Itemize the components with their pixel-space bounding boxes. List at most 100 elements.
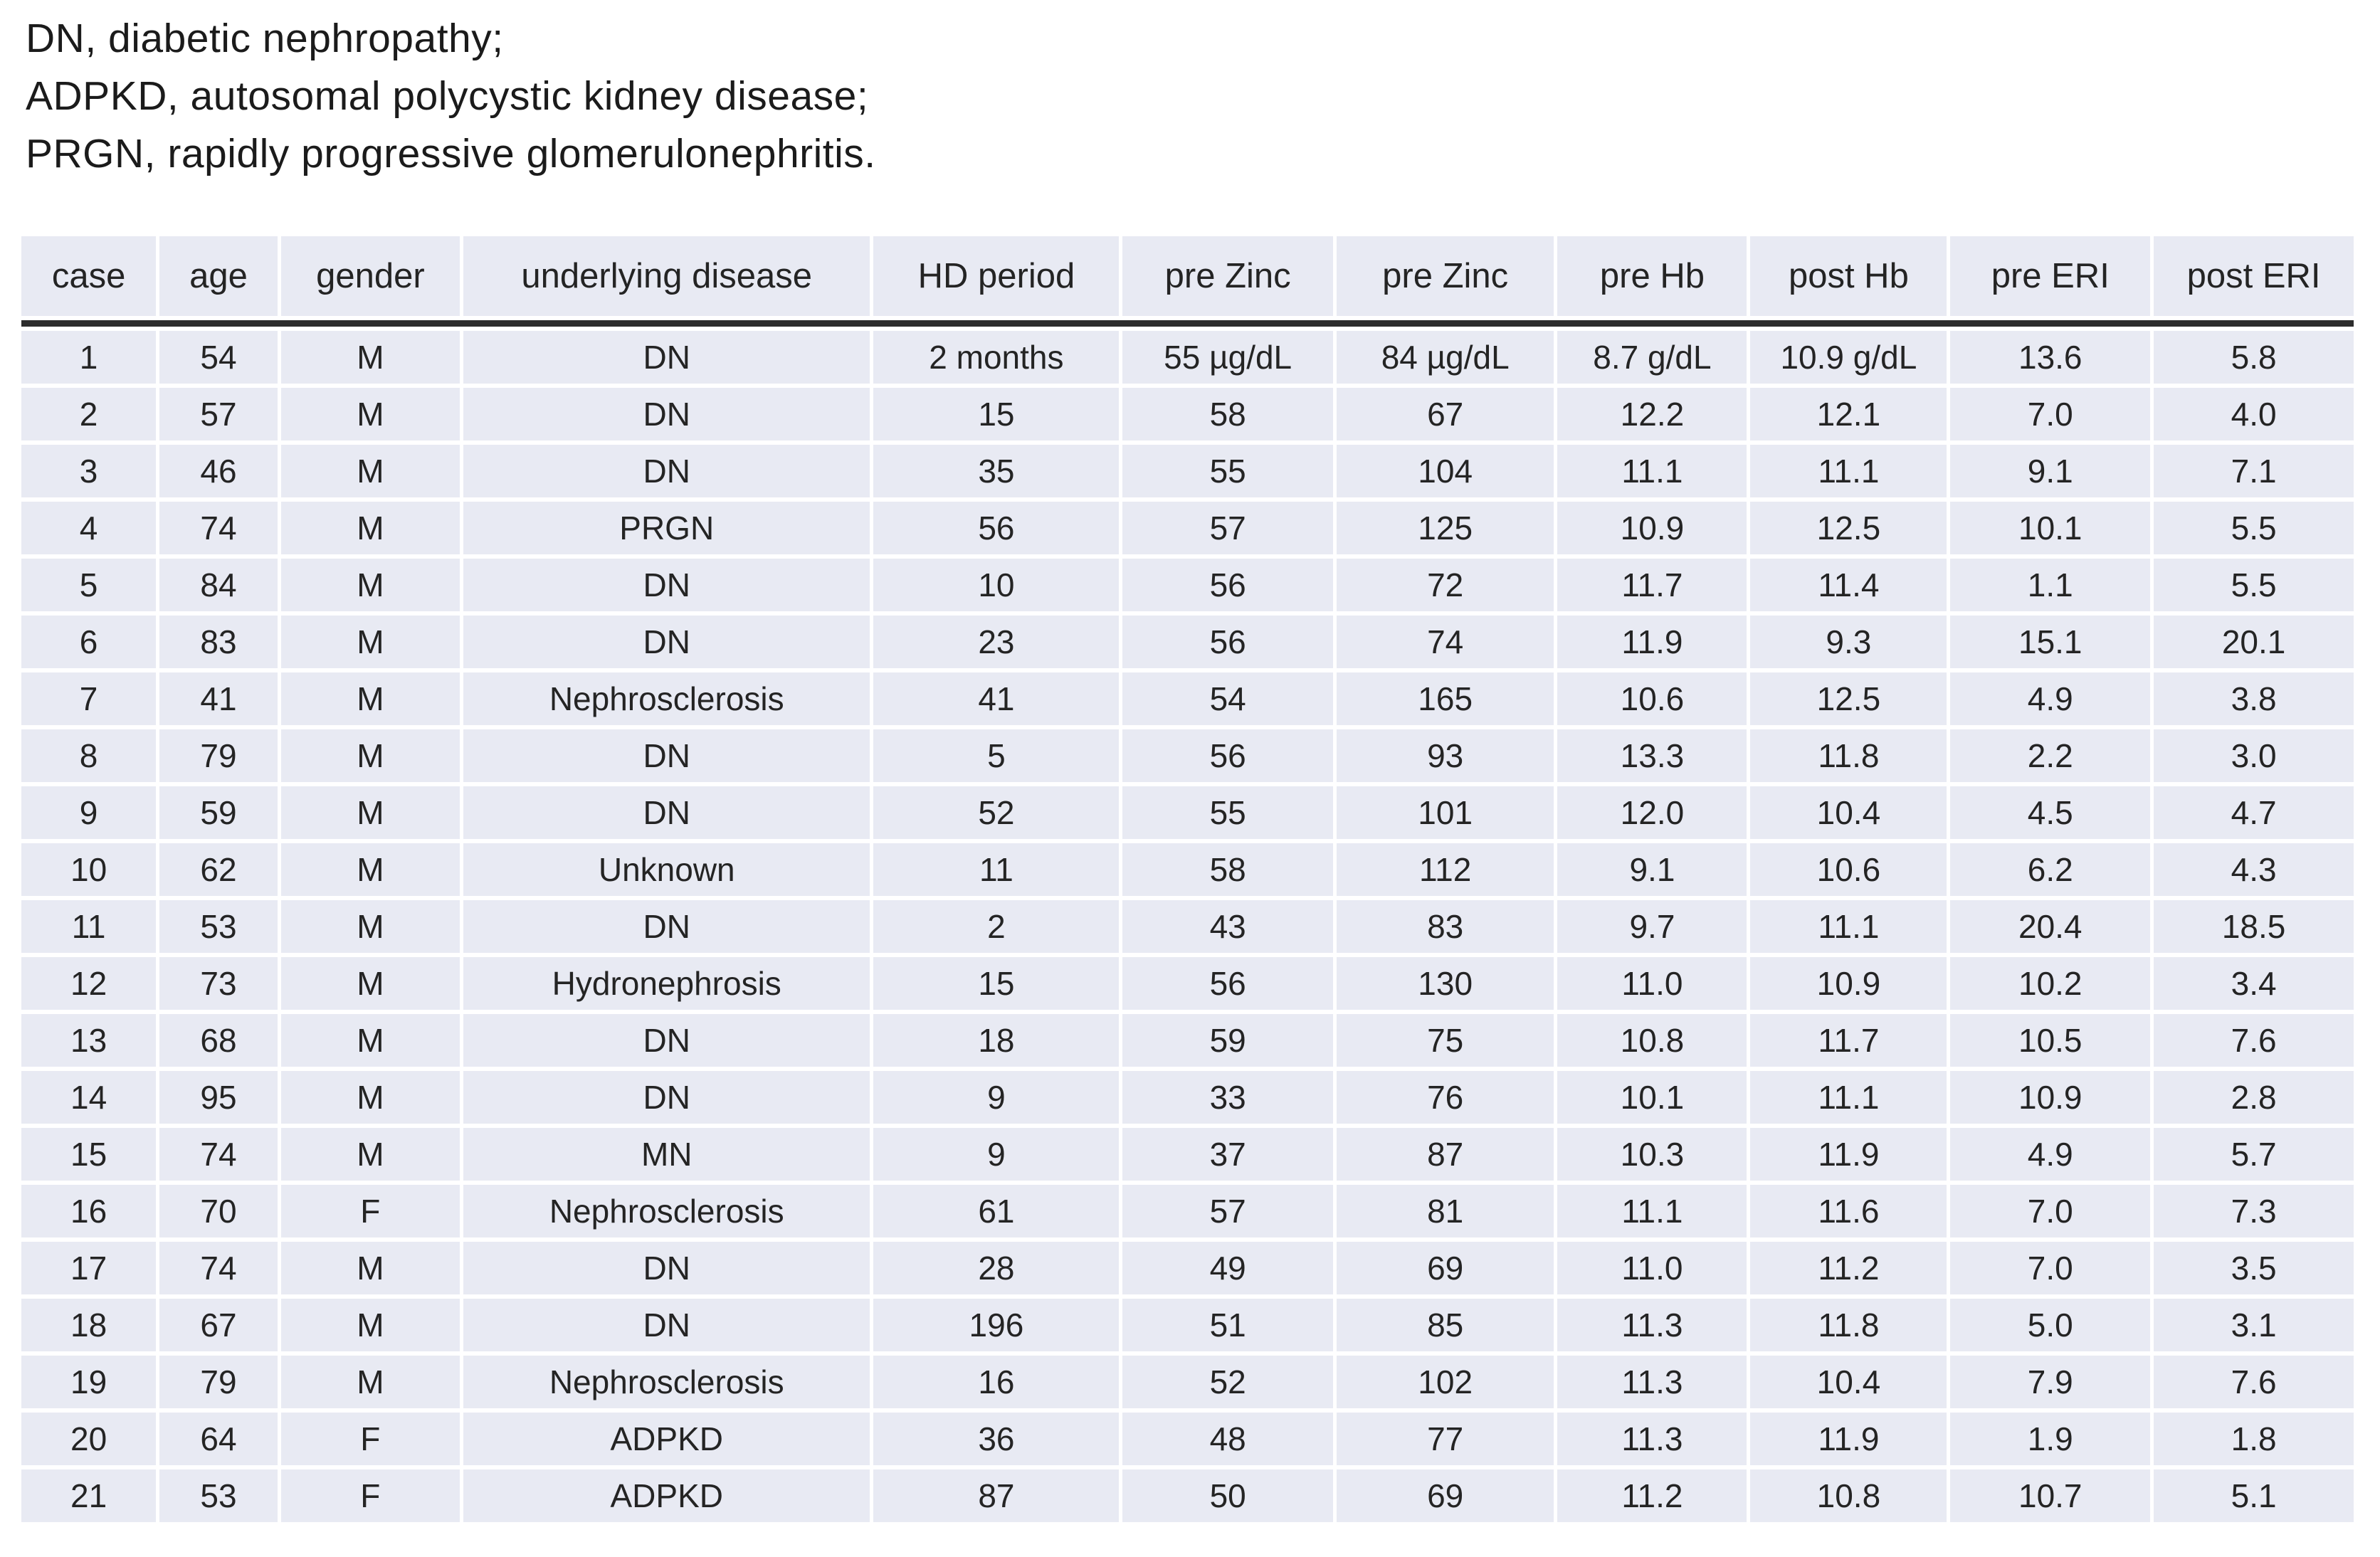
table-cell: 10.2 xyxy=(1950,957,2151,1010)
table-cell: 37 xyxy=(1122,1128,1333,1181)
table-cell: DN xyxy=(463,1014,870,1067)
table-cell: ADPKD xyxy=(463,1413,870,1465)
table-cell: 67 xyxy=(159,1299,278,1351)
table-cell: 56 xyxy=(1122,616,1333,668)
table-cell: 15.1 xyxy=(1950,616,2151,668)
table-cell: Unknown xyxy=(463,843,870,896)
table-cell: 11.2 xyxy=(1750,1242,1947,1294)
column-header: case xyxy=(21,236,157,316)
table-cell: 84 µg/dL xyxy=(1336,331,1554,384)
table-cell: DN xyxy=(463,1071,870,1124)
table-cell: M xyxy=(280,1128,460,1181)
table-cell: 7.3 xyxy=(2154,1185,2354,1237)
table-cell: 13 xyxy=(21,1014,157,1067)
table-cell: 93 xyxy=(1336,729,1554,782)
table-cell: DN xyxy=(463,331,870,384)
table-cell: 62 xyxy=(159,843,278,896)
table-cell: 5.1 xyxy=(2154,1469,2354,1522)
table-cell: 68 xyxy=(159,1014,278,1067)
table-cell: 11.4 xyxy=(1750,559,1947,611)
table-cell: 87 xyxy=(873,1469,1120,1522)
patients-table: case age gender underlying disease HD period… xyxy=(21,236,2354,1522)
table-cell: 5.0 xyxy=(1950,1299,2151,1351)
table-cell: 70 xyxy=(159,1185,278,1237)
table-cell: 4.3 xyxy=(2154,843,2354,896)
table-cell: PRGN xyxy=(463,502,870,554)
table-cell: 10.9 xyxy=(1950,1071,2151,1124)
table-cell: 10.5 xyxy=(1950,1014,2151,1067)
column-header: pre Hb xyxy=(1557,236,1747,316)
table-cell: 9.1 xyxy=(1950,445,2151,497)
table-cell: 57 xyxy=(159,388,278,440)
table-cell: 95 xyxy=(159,1071,278,1124)
table-cell: 18.5 xyxy=(2154,900,2354,953)
table-cell: 7.1 xyxy=(2154,445,2354,497)
table-cell: 11 xyxy=(21,900,157,953)
table-cell: 57 xyxy=(1122,502,1333,554)
column-header: underlying disease xyxy=(463,236,870,316)
table-cell: 77 xyxy=(1336,1413,1554,1465)
table-cell: M xyxy=(280,331,460,384)
table-cell: 84 xyxy=(159,559,278,611)
table-cell: 54 xyxy=(159,331,278,384)
table-cell: 4.5 xyxy=(1950,786,2151,839)
table-cell: 2.2 xyxy=(1950,729,2151,782)
table-cell: 10.7 xyxy=(1950,1469,2151,1522)
table-cell: DN xyxy=(463,900,870,953)
table-cell: 18 xyxy=(21,1299,157,1351)
table-cell: 20.4 xyxy=(1950,900,2151,953)
table-cell: 11.3 xyxy=(1557,1356,1747,1408)
table-cell: 16 xyxy=(873,1356,1120,1408)
table-cell: 9 xyxy=(873,1071,1120,1124)
table-cell: 41 xyxy=(873,672,1120,725)
table-cell: 5.7 xyxy=(2154,1128,2354,1181)
table-cell: 59 xyxy=(1122,1014,1333,1067)
table-cell: 10.8 xyxy=(1750,1469,1947,1522)
table-cell: 74 xyxy=(1336,616,1554,668)
table-cell: 104 xyxy=(1336,445,1554,497)
table-cell: 11.1 xyxy=(1750,900,1947,953)
table-cell: 46 xyxy=(159,445,278,497)
table-cell: 102 xyxy=(1336,1356,1554,1408)
note-line-adpkd: ADPKD, autosomal polycystic kidney disea… xyxy=(26,73,869,119)
table-cell: 165 xyxy=(1336,672,1554,725)
table-cell: 11.0 xyxy=(1557,1242,1747,1294)
table-cell: M xyxy=(280,445,460,497)
table-cell: 11.9 xyxy=(1750,1413,1947,1465)
table-cell: 5 xyxy=(21,559,157,611)
table-cell: 48 xyxy=(1122,1413,1333,1465)
table-cell: F xyxy=(280,1185,460,1237)
table-cell: DN xyxy=(463,388,870,440)
table-cell: 2 months xyxy=(873,331,1120,384)
table-cell: 83 xyxy=(159,616,278,668)
note-line-prgn: PRGN, rapidly progressive glomerulonephr… xyxy=(26,130,876,176)
table-cell: 13.6 xyxy=(1950,331,2151,384)
table-cell: 56 xyxy=(873,502,1120,554)
table-cell: 50 xyxy=(1122,1469,1333,1522)
table-cell: 14 xyxy=(21,1071,157,1124)
table-cell: 5.5 xyxy=(2154,502,2354,554)
table-cell: 9 xyxy=(21,786,157,839)
abbreviation-notes: DN, diabetic nephropathy; ADPKD, autosom… xyxy=(26,10,876,183)
table-cell: 35 xyxy=(873,445,1120,497)
table-cell: 10.9 g/dL xyxy=(1750,331,1947,384)
table-cell: 4.7 xyxy=(2154,786,2354,839)
table-cell: 74 xyxy=(159,1128,278,1181)
column-header: age xyxy=(159,236,278,316)
table-cell: M xyxy=(280,957,460,1010)
table-cell: 10.1 xyxy=(1950,502,2151,554)
table-cell: 11.0 xyxy=(1557,957,1747,1010)
table-cell: 20.1 xyxy=(2154,616,2354,668)
table-cell: 11.1 xyxy=(1750,445,1947,497)
table-cell: DN xyxy=(463,559,870,611)
table-cell: 64 xyxy=(159,1413,278,1465)
table-cell: 12.0 xyxy=(1557,786,1747,839)
table-cell: 10.9 xyxy=(1750,957,1947,1010)
table-cell: 79 xyxy=(159,729,278,782)
table-cell: 11.9 xyxy=(1557,616,1747,668)
table-cell: 11.8 xyxy=(1750,729,1947,782)
table-cell: 125 xyxy=(1336,502,1554,554)
table-cell: M xyxy=(280,1014,460,1067)
table-cell: 11.1 xyxy=(1557,1185,1747,1237)
table-cell: MN xyxy=(463,1128,870,1181)
